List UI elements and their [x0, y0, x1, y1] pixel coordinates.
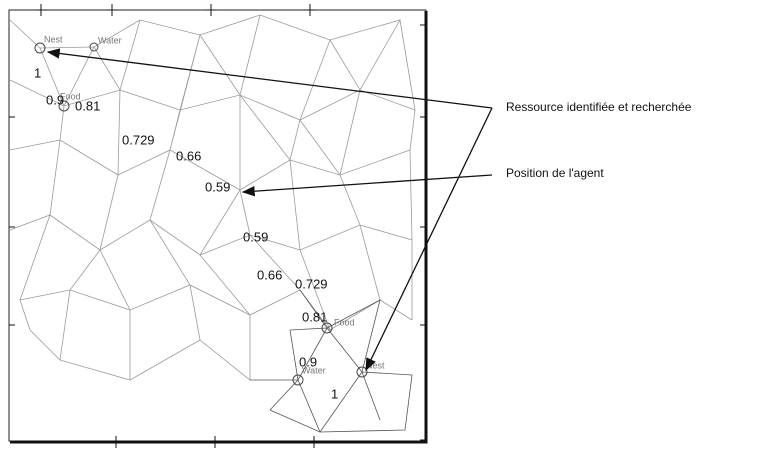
arrows [46, 48, 493, 372]
value-label: 0.9 [299, 354, 317, 369]
frame-shadow [10, 11, 428, 444]
value-label: 1 [331, 386, 338, 401]
value-label: 0.59 [243, 229, 268, 244]
nodes [34, 42, 368, 386]
annotation: Position de l'agent [506, 166, 604, 180]
frame-ticks [9, 4, 426, 448]
node-label: Nest [44, 34, 63, 44]
mesh [9, 14, 416, 433]
annotation: Ressource identifiée et recherchée [506, 100, 692, 114]
value-label: 0.81 [302, 309, 327, 324]
node-label: Water [302, 365, 326, 375]
value-label: 0.729 [122, 132, 155, 147]
value-label: 0.729 [295, 276, 328, 291]
node-label: Food [334, 317, 355, 327]
value-label: 0.66 [257, 267, 282, 282]
value-label: 0.66 [176, 148, 201, 163]
value-label: 0.9 [46, 92, 64, 107]
value-label: 0.81 [75, 98, 100, 113]
value-label: 0.59 [205, 179, 230, 194]
node-label: Food [60, 91, 81, 101]
node-label: Water [98, 35, 122, 45]
value-label: 1 [34, 65, 41, 80]
